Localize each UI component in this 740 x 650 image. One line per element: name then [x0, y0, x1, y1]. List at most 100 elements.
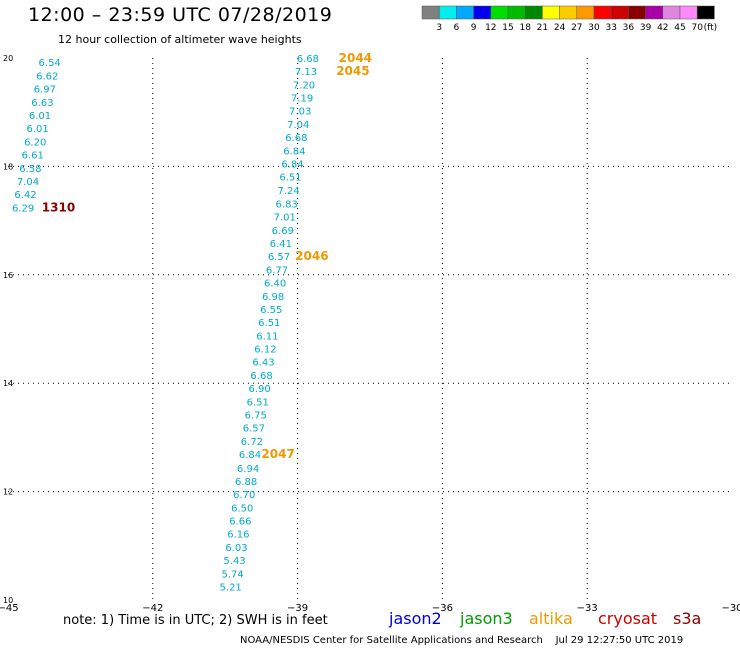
x-tick-label: −39 — [287, 603, 308, 614]
colorbar-swatch — [542, 5, 560, 20]
colorbar-tick-label: 9 — [471, 23, 477, 33]
pass-time-label: 2047 — [261, 447, 294, 461]
chart-subtitle: 12 hour collection of altimeter wave hei… — [58, 33, 302, 46]
pass-time-label: 1310 — [42, 201, 75, 215]
swh-value-label: 7.03 — [289, 107, 311, 118]
colorbar-swatch — [696, 5, 715, 20]
swh-value-label: 6.63 — [31, 98, 53, 109]
colorbar-swatch — [507, 5, 526, 20]
swh-value-label: 6.84 — [283, 147, 305, 158]
colorbar-legend: 3 6 9 12 15 18 21 24 27 30 33 36 39 42 45 70 (ft) — [421, 5, 718, 33]
y-tick-label: 12 — [3, 488, 13, 497]
y-tick-label: 14 — [3, 379, 13, 388]
swh-value-label: 7.24 — [277, 186, 299, 197]
swh-value-label: 6.51 — [279, 173, 301, 184]
colorbar-tick-label: 33 — [605, 23, 616, 33]
swh-value-label: 6.54 — [39, 58, 61, 69]
swh-value-label: 6.20 — [24, 137, 46, 148]
satellite-cryosat: cryosat — [598, 609, 658, 628]
colorbar-swatch — [421, 5, 440, 20]
swh-value-label: 6.83 — [276, 199, 298, 210]
swh-value-label: 6.57 — [268, 252, 290, 263]
colorbar-swatch — [662, 5, 681, 20]
colorbar-swatch — [645, 5, 664, 20]
colorbar-tick-label: 18 — [519, 23, 531, 33]
y-tick-label: 20 — [3, 54, 13, 63]
colorbar-swatch — [610, 5, 629, 20]
colorbar-tick-label: 3 — [436, 23, 442, 33]
swh-value-label: 6.58 — [19, 164, 41, 175]
colorbar-tick-label: 39 — [640, 23, 652, 33]
colorbar-tick-label: 45 — [674, 23, 685, 33]
swh-value-label: 7.01 — [274, 212, 296, 223]
swh-value-label: 6.55 — [260, 305, 282, 316]
plot-grid — [8, 58, 732, 600]
swh-value-label: 6.51 — [247, 398, 269, 409]
satellite-s3a: s3a — [673, 609, 702, 628]
y-tick-label: 10 — [3, 596, 13, 605]
swh-value-label: 6.72 — [241, 437, 263, 448]
swh-value-label: 6.69 — [272, 226, 294, 237]
swh-value-label: 6.42 — [14, 190, 36, 201]
swh-value-label: 7.13 — [295, 67, 317, 78]
colorbar-tick-label: 24 — [554, 23, 566, 33]
colorbar-tick-label: 70 — [691, 23, 703, 33]
x-tick-label: −45 — [0, 603, 19, 614]
swh-value-label: 6.94 — [237, 464, 259, 475]
swh-value-label: 6.01 — [29, 111, 51, 122]
swh-value-label: 6.40 — [264, 278, 286, 289]
swh-value-label: 6.77 — [266, 265, 288, 276]
pass-time-label: 2046 — [295, 249, 328, 263]
data-points: 6.54 6.62 6.97 6.63 6.01 6.01 6.20 6.61 6.58 7.04… — [12, 54, 319, 593]
swh-value-label: 6.90 — [249, 384, 271, 395]
swh-value-label: 6.84 — [281, 160, 303, 171]
swh-value-label: 6.16 — [227, 529, 249, 540]
swh-value-label: 6.03 — [225, 543, 247, 554]
x-tick-label: −33 — [577, 603, 598, 614]
swh-value-label: 6.70 — [233, 490, 255, 501]
swh-value-label: 6.01 — [26, 124, 48, 135]
satellite-jason3: jason3 — [460, 609, 513, 628]
colorbar-swatch — [490, 5, 509, 20]
chart-title: 12:00 – 23:59 UTC 07/28/2019 — [28, 4, 333, 26]
swh-value-label: 6.61 — [22, 150, 44, 161]
colorbar-tick-label: 30 — [588, 23, 600, 33]
colorbar-tick-label: 27 — [571, 23, 582, 33]
swh-value-label: 6.68 — [297, 54, 319, 65]
colorbar-tick-label: 15 — [502, 23, 513, 33]
swh-value-label: 6.57 — [243, 424, 265, 435]
swh-value-label: 7.19 — [291, 94, 313, 105]
colorbar-tick-label: 42 — [657, 23, 668, 33]
swh-value-label: 5.74 — [221, 569, 243, 580]
swh-value-label: 6.98 — [262, 292, 284, 303]
swh-value-label: 6.41 — [270, 239, 292, 250]
x-tick-label: −42 — [142, 603, 163, 614]
colorbar-tick-label: 12 — [485, 23, 496, 33]
swh-value-label: 6.50 — [231, 503, 253, 514]
swh-value-label: 7.20 — [293, 81, 315, 92]
colorbar-swatch — [628, 5, 646, 20]
axis-ticks: −45 −42 −39 −36 −33 −30 10 12 14 16 18 20 — [0, 54, 740, 614]
satellite-jason2: jason2 — [389, 609, 442, 628]
colorbar-swatch — [593, 5, 612, 20]
x-tick-label: −30 — [721, 603, 740, 614]
swh-value-label: 6.66 — [229, 516, 251, 527]
swh-value-label: 6.68 — [250, 371, 272, 382]
y-tick-label: 18 — [3, 162, 13, 171]
swh-value-label: 6.75 — [245, 411, 267, 422]
swh-value-label: 6.29 — [12, 204, 34, 215]
colorbar-unit: (ft) — [704, 23, 718, 33]
swh-value-label: 6.43 — [252, 358, 274, 369]
swh-value-label: 6.68 — [285, 133, 307, 144]
swh-value-label: 6.11 — [256, 332, 278, 343]
swh-value-label: 7.04 — [17, 177, 39, 188]
swh-value-label: 6.84 — [239, 450, 261, 461]
swh-value-label: 7.04 — [287, 120, 309, 131]
swh-value-label: 5.43 — [223, 556, 245, 567]
swh-value-label: 6.88 — [235, 477, 257, 488]
satellite-altika: altika — [529, 609, 573, 628]
swh-value-label: 6.51 — [258, 318, 280, 329]
colorbar-swatch — [456, 5, 474, 20]
colorbar-swatch — [576, 5, 595, 20]
